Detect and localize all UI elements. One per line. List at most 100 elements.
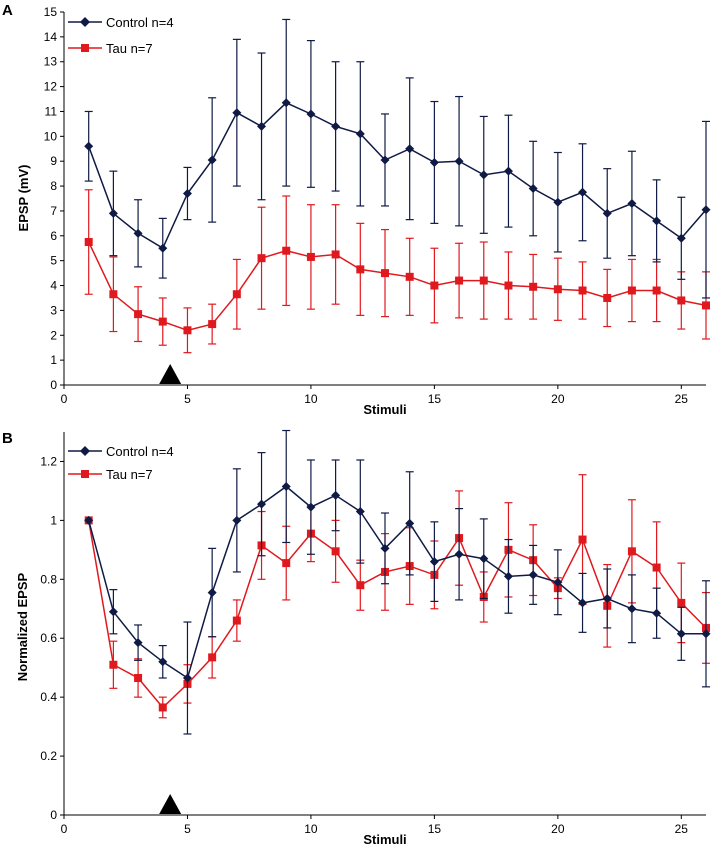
panel-b-x-ticks: 0 5 10 15 20 25 [61, 815, 688, 836]
panel-b-control-point [602, 593, 612, 603]
panel-a-tau-point [208, 320, 217, 329]
panel-b-tau-point [356, 581, 365, 590]
panel-a-x-tick-label: 5 [184, 392, 191, 406]
panel-a-y-tick-label: 13 [44, 55, 58, 69]
panel-a-tau-series-line [88, 241, 707, 332]
panel-b-y-axis-title: Normalized EPSP [15, 572, 30, 681]
legend-a-control-diamond [80, 17, 90, 27]
panel-b-x-tick-label: 10 [304, 822, 318, 836]
panel-a-x-axis-title: Stimuli [363, 402, 406, 417]
panel-a-x-tick-label: 10 [304, 392, 318, 406]
panel-a-tau-point [381, 269, 389, 278]
panel-b-control-point [232, 515, 242, 525]
panel-a-tau-point [183, 326, 192, 335]
panel-a-control-point [355, 129, 365, 139]
panel-a-tau-point [455, 276, 464, 285]
panel-b-stimulus-marker [159, 794, 182, 814]
panel-a-control-point [281, 98, 291, 108]
panel-b-control-point [429, 557, 439, 567]
panel-b-control-point [108, 607, 118, 617]
panel-b-tau-point [652, 563, 661, 572]
panel-a-control-point [676, 233, 686, 243]
panel-b-y-tick-label: 1.2 [40, 454, 57, 468]
panel-b-legend: Control n=4 Tau n=7 [68, 444, 174, 482]
panel-a-control-point [232, 108, 242, 118]
panel-a-control-point [429, 157, 439, 167]
panel-a-control-point [454, 156, 464, 166]
panel-a-control-point [306, 109, 316, 119]
panel-b-control-point [281, 482, 291, 492]
panel-b-control-point [158, 657, 168, 667]
panel-a-tau-point [158, 317, 167, 326]
panel-a-control-point [602, 208, 612, 218]
panel-b-tau-point [677, 598, 686, 607]
panel-a-y-tick-label: 10 [44, 129, 58, 143]
panel-a-tau-point [627, 286, 636, 295]
panel-b-control-point [479, 554, 489, 564]
panel-a-y-tick-label: 7 [50, 204, 57, 218]
panel-b-control-point [133, 638, 143, 648]
panel-b-tau-point [232, 616, 241, 625]
panel-a-control-point [503, 166, 513, 176]
panel-a-y-tick-label: 9 [50, 154, 57, 168]
panel-b-control-series-line [87, 485, 706, 680]
panel-a-y-tick-label: 3 [50, 303, 57, 317]
panel-b-tau-point [134, 674, 143, 683]
panel-a-tau-point [405, 272, 414, 281]
panel-a-tau-point [306, 252, 315, 261]
panel-a-control-point [331, 121, 341, 131]
panel-a-tau-point [232, 290, 241, 299]
panel-a-legend: Control n=4 Tau n=7 [68, 15, 174, 56]
panel-a-y-tick-label: 15 [44, 5, 58, 19]
panel-a-y-tick-label: 8 [50, 179, 57, 193]
panel-a-control-point [207, 155, 217, 165]
panel-a-control-point [182, 189, 192, 199]
panel-a-tau-point [578, 286, 587, 295]
panel-a-y-tick-label: 11 [45, 104, 58, 118]
panel-a-x-tick-label: 15 [428, 392, 442, 406]
panel-b-control-point [380, 543, 390, 553]
panel-b-x-tick-label: 5 [184, 822, 191, 836]
panel-a-tau-point [479, 276, 488, 285]
panel-a-control-point [108, 208, 118, 218]
panel-b-tau-point [158, 703, 167, 712]
panel-b-y-tick-label: 1 [50, 513, 57, 527]
panel-b-tau-point [578, 535, 587, 544]
panel-b-y-tick-label: 0 [50, 808, 57, 822]
panel-a-control-point [627, 198, 637, 208]
panel-b-control-point [355, 507, 365, 517]
panel-b-control-point [306, 502, 316, 512]
panel-a-tau-point [652, 286, 661, 295]
panel-a-control-point [652, 216, 662, 226]
panel-b-x-tick-label: 15 [428, 822, 442, 836]
panel-a-x-tick-label: 0 [61, 392, 68, 406]
panel-a-control-point [701, 205, 711, 215]
legend-a-tau-label: Tau n=7 [106, 41, 153, 56]
panel-b-control-point [676, 629, 686, 639]
panel-a-control-point [133, 228, 143, 238]
panel-b-y-tick-label: 0.2 [40, 749, 57, 763]
legend-b-tau-label: Tau n=7 [106, 467, 153, 482]
panel-b-tau-point [331, 547, 340, 556]
panel-a-tau-point [504, 281, 513, 290]
panel-a-x-tick-label: 25 [675, 392, 689, 406]
panel-a-tau-point [677, 296, 686, 305]
panel-b-tau-point [627, 547, 636, 556]
panel-b-tau-series-line [87, 520, 707, 709]
panel-b-control-point [701, 629, 711, 639]
panel-a-stimulus-marker [159, 364, 182, 384]
panel-a-tau-point [134, 310, 143, 319]
panel-a-tau-point [603, 293, 612, 302]
panel-b-x-tick-label: 0 [61, 822, 68, 836]
panel-a-tau-point [331, 250, 340, 259]
panel-a-control-point [578, 187, 588, 197]
panel-a-label: A [2, 2, 13, 19]
panel-a-tau-point [356, 265, 365, 274]
panel-a-tau-point [257, 254, 266, 263]
panel-a-control-point [84, 141, 94, 151]
panel-a-y-tick-label: 14 [44, 30, 58, 44]
panel-a-x-tick-label: 20 [551, 392, 565, 406]
panel-a-y-tick-label: 12 [44, 80, 58, 94]
panel-b-y-tick-label: 0.4 [40, 690, 57, 704]
